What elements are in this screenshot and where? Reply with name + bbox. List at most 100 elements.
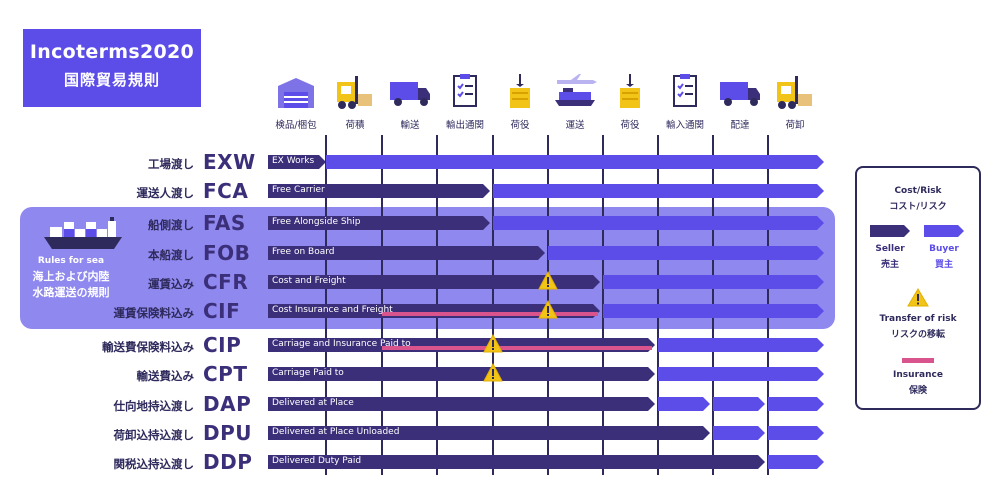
term-label-en: EX Works xyxy=(272,156,315,166)
term-name-ja: 工場渡し xyxy=(148,157,194,171)
seller-bar xyxy=(268,155,326,169)
term-label-en: Delivered Duty Paid xyxy=(272,456,362,466)
buyer-bar xyxy=(603,304,824,318)
legend: Cost/Risk コスト/リスク Seller 売主 Buyer 買主 Tra… xyxy=(855,166,981,410)
buyer-bar xyxy=(658,367,824,381)
legend-title-en: Cost/Risk xyxy=(894,186,942,196)
term-label-en: Carriage and Insurance Paid to xyxy=(272,339,411,349)
term-name-ja: 運送人渡し xyxy=(136,186,195,200)
term-code: FAS xyxy=(203,211,246,235)
term-code: CFR xyxy=(203,270,249,294)
stage-label: 輸出通関 xyxy=(445,120,484,131)
forklift-icon xyxy=(773,72,817,110)
seller-bar xyxy=(268,455,765,469)
legend-buyer-ja: 買主 xyxy=(934,260,953,270)
ship-icon xyxy=(44,217,122,249)
truck-icon xyxy=(718,72,762,110)
legend-insurance-ja: 保険 xyxy=(908,386,927,396)
stage-label: 検品/梱包 xyxy=(275,120,317,131)
risk-transfer-icon xyxy=(483,333,503,353)
stage-label: 荷積 xyxy=(345,120,365,131)
stage-label: 荷卸 xyxy=(785,120,805,131)
seller-bar xyxy=(268,275,600,289)
legend-title-ja: コスト/リスク xyxy=(889,202,947,212)
term-name-ja: 輸送費保険料込み xyxy=(102,340,194,354)
clipboard-icon xyxy=(663,72,707,110)
buyer-bar xyxy=(548,246,824,260)
term-code: CIP xyxy=(203,333,242,357)
legend-risk-ja: リスクの移転 xyxy=(890,330,945,340)
term-code: FCA xyxy=(203,179,249,203)
title-line1: Incoterms2020 xyxy=(29,41,195,63)
term-label-en: Free Carrier xyxy=(272,185,325,195)
buyer-bar xyxy=(658,397,710,411)
buyer-bar xyxy=(493,216,824,230)
legend-risk-icon xyxy=(907,288,929,307)
buyer-bar xyxy=(493,184,824,198)
stage-label: 配達 xyxy=(730,120,750,131)
warehouse-icon xyxy=(274,72,318,110)
term-label-en: Carriage Paid to xyxy=(272,368,344,378)
buyer-bar xyxy=(768,397,824,411)
term-name-ja: 本船渡し xyxy=(148,248,194,262)
term-label-en: Delivered at Place xyxy=(272,398,354,408)
title-line2: 国際貿易規則 xyxy=(63,71,160,89)
crane-cargo-icon xyxy=(498,72,542,110)
term-code: CIF xyxy=(203,299,241,323)
term-name-ja: 輸送費込み xyxy=(136,369,195,383)
buyer-bar xyxy=(658,338,824,352)
clipboard-icon xyxy=(443,72,487,110)
sea-note-en: Rules for sea xyxy=(37,256,105,266)
legend-buyer-swatch xyxy=(924,225,964,237)
stage-label: 荷役 xyxy=(510,120,530,131)
legend-buyer-en: Buyer xyxy=(929,244,959,254)
term-code: EXW xyxy=(203,150,256,174)
insurance-line xyxy=(382,312,598,316)
legend-seller-ja: 売主 xyxy=(880,260,899,270)
stage-label: 輸入通関 xyxy=(665,120,704,131)
plane-ship-icon xyxy=(553,72,597,110)
sea-note-ja-line1: 海上および内陸 xyxy=(32,270,110,283)
stage-label: 輸送 xyxy=(400,120,420,131)
buyer-bar xyxy=(768,455,824,469)
seller-bar xyxy=(268,426,710,440)
term-name-ja: 船側渡し xyxy=(148,218,194,232)
stage-label: 荷役 xyxy=(620,120,640,131)
sea-rules-note: Rules for sea 海上および内陸 水路運送の規則 xyxy=(26,253,116,301)
term-code: DDP xyxy=(203,450,253,474)
truck-icon xyxy=(388,72,432,110)
legend-risk-en: Transfer of risk xyxy=(879,314,957,324)
buyer-bar xyxy=(768,426,824,440)
buyer-bar xyxy=(326,155,824,169)
term-name-ja: 運賃保険料込み xyxy=(113,306,195,320)
risk-transfer-icon xyxy=(538,270,558,290)
term-code: DAP xyxy=(203,392,252,416)
seller-bar xyxy=(268,397,655,411)
stage-label: 運送 xyxy=(565,120,585,131)
term-label-en: Free Alongside Ship xyxy=(272,217,361,227)
crane-cargo-icon xyxy=(608,72,652,110)
risk-transfer-icon xyxy=(538,299,558,319)
seller-bar xyxy=(268,216,490,230)
legend-seller-en: Seller xyxy=(875,244,905,254)
term-name-ja: 仕向地持込渡し xyxy=(113,399,195,413)
legend-insurance-swatch xyxy=(902,358,934,363)
seller-bar xyxy=(268,246,545,260)
seller-bar xyxy=(268,184,490,198)
term-name-ja: 関税込持込渡し xyxy=(113,457,195,471)
buyer-bar xyxy=(713,426,765,440)
term-label-en: Cost and Freight xyxy=(272,276,346,286)
insurance-line xyxy=(382,346,652,350)
title-box: Incoterms2020 国際貿易規則 xyxy=(23,29,201,107)
term-name-ja: 運賃込み xyxy=(148,277,194,291)
term-label-en: Delivered at Place Unloaded xyxy=(272,427,400,437)
term-code: FOB xyxy=(203,241,251,265)
term-code: DPU xyxy=(203,421,252,445)
term-label-en: Free on Board xyxy=(272,247,335,257)
buyer-bar xyxy=(713,397,765,411)
term-label-en: Cost Insurance and Freight xyxy=(272,305,393,315)
buyer-bar xyxy=(603,275,824,289)
legend-seller-swatch xyxy=(870,225,910,237)
legend-insurance-en: Insurance xyxy=(893,370,943,380)
